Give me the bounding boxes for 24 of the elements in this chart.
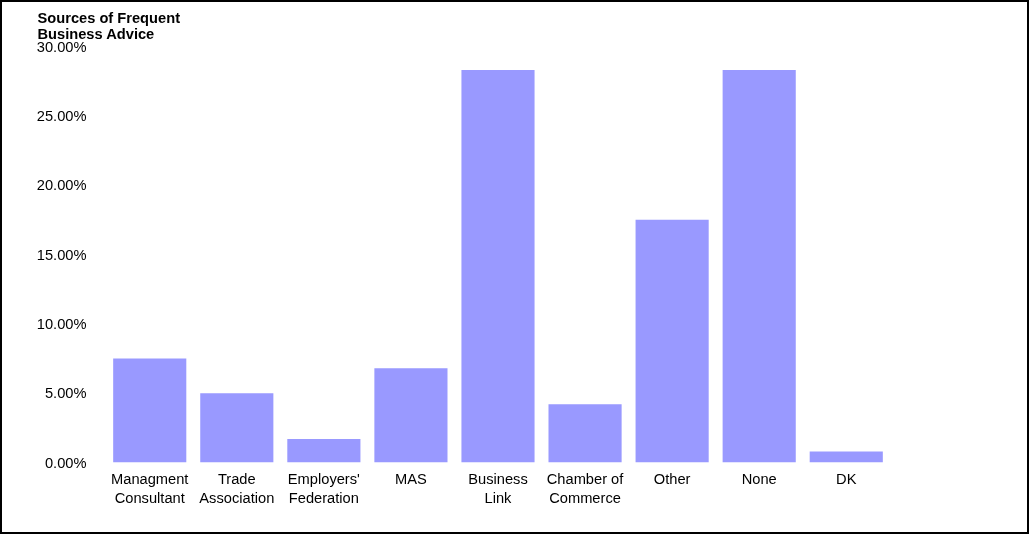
y-tick-label: 20.00% xyxy=(36,177,87,194)
x-tick-label: Chamber of Commerce xyxy=(546,470,625,506)
bar xyxy=(113,358,187,463)
x-tick-label: Managment Consultant xyxy=(111,470,189,506)
x-tick-label: None xyxy=(741,470,777,487)
x-tick-label: DK xyxy=(836,470,857,487)
x-tick-label: Business Link xyxy=(468,470,528,506)
bar xyxy=(287,438,361,463)
bar xyxy=(809,451,883,463)
y-tick-label: 25.00% xyxy=(36,107,87,124)
y-tick-label: 15.00% xyxy=(36,246,87,263)
bar xyxy=(635,219,709,463)
bar xyxy=(200,393,274,463)
x-tick-label: Employers' Federation xyxy=(287,470,361,506)
x-tick-label: Trade Association xyxy=(199,470,275,506)
y-tick-label: 0.00% xyxy=(44,454,87,471)
bar xyxy=(461,70,535,463)
y-tick-label: 5.00% xyxy=(44,385,87,402)
bar xyxy=(548,404,622,463)
x-tick-label: Other xyxy=(653,470,691,487)
y-tick-label: 10.00% xyxy=(36,315,87,332)
bar xyxy=(722,70,796,463)
bar xyxy=(374,368,448,463)
x-tick-label: MAS xyxy=(395,470,428,487)
